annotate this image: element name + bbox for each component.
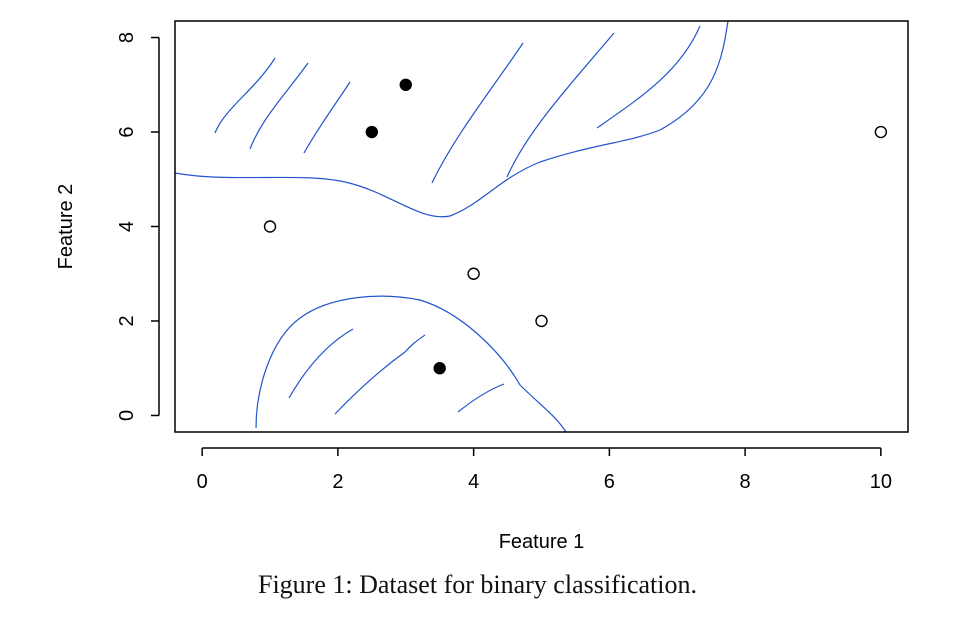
open-point <box>874 125 888 139</box>
hatch-stroke <box>249 62 309 150</box>
x-tick-label: 8 <box>740 471 751 493</box>
y-tick-label: 6 <box>116 126 138 137</box>
open-point <box>263 220 277 233</box>
x-tick-label: 2 <box>332 471 343 493</box>
hatch-stroke <box>303 81 351 154</box>
hatch-stroke <box>457 383 505 413</box>
x-tick-label: 4 <box>468 471 479 493</box>
x-tick-label: 0 <box>197 471 208 493</box>
boundary-curve <box>255 295 567 433</box>
hatch-stroke <box>506 32 615 178</box>
hatch-stroke <box>431 42 524 184</box>
x-axis-title: Feature 1 <box>499 531 585 553</box>
x-tick-label: 10 <box>870 471 892 493</box>
y-tick-label: 2 <box>116 315 138 326</box>
data-points <box>263 78 888 375</box>
hatch-stroke <box>214 57 276 134</box>
hatch-stroke <box>596 25 701 129</box>
open-point <box>535 314 548 328</box>
y-axis-title: Feature 2 <box>55 184 77 270</box>
boundary-curve <box>174 20 729 218</box>
x-axis: 0 2 4 6 8 10 <box>197 447 892 493</box>
filled-point <box>365 125 379 139</box>
y-tick-label: 0 <box>116 410 138 421</box>
y-tick-label: 8 <box>116 32 138 43</box>
decision-boundary <box>174 20 729 433</box>
y-axis: 0 2 4 6 8 <box>116 32 160 421</box>
hatch-stroke <box>288 328 354 399</box>
plot-frame <box>174 20 909 433</box>
filled-point <box>399 78 412 91</box>
y-tick-label: 4 <box>116 221 138 232</box>
scatter-plot: 0 2 4 6 8 10 0 2 4 6 8 Feature 1 Feature 2 <box>55 20 909 553</box>
filled-point <box>433 362 446 375</box>
figure-caption: Figure 1: Dataset for binary classificat… <box>258 570 697 599</box>
x-tick-label: 6 <box>604 471 615 493</box>
open-point <box>467 267 480 280</box>
hatch-stroke <box>334 334 426 415</box>
